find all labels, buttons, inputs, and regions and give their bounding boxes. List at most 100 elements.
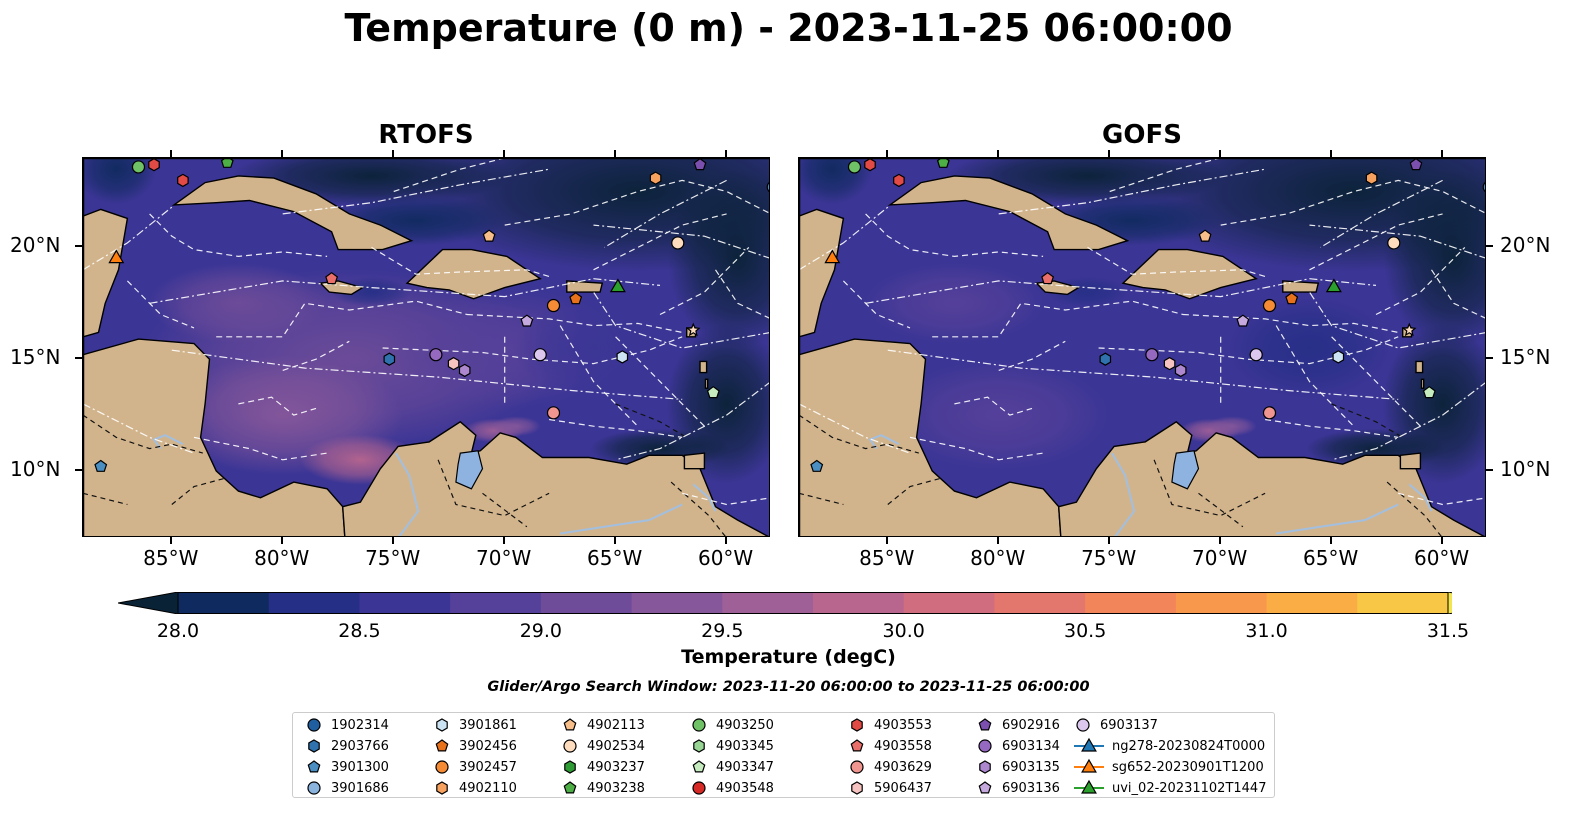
legend-label: uvi_02-20231102T1447 (1112, 780, 1267, 796)
float-marker (1145, 348, 1159, 362)
legend-item: 4903238 (561, 778, 645, 798)
float-marker (1482, 181, 1485, 193)
float-marker (1409, 158, 1423, 171)
float-marker (1236, 314, 1250, 327)
lon-tick-label: 65°W (587, 546, 643, 570)
legend-label: 4903548 (716, 780, 774, 796)
land-mass (1420, 378, 1425, 389)
legend-item: 3902456 (433, 736, 517, 756)
legend-item: 6902916 (976, 715, 1060, 735)
legend-label: 4903347 (716, 759, 774, 775)
legend-item: 4903558 (848, 736, 932, 756)
legend-label: 3901861 (459, 717, 517, 733)
legend-marker-icon (692, 760, 706, 773)
lat-tick-label: 10°N (1500, 456, 1551, 481)
gofs-map (798, 157, 1486, 537)
float-marker (1041, 271, 1055, 285)
colorbar-segment (813, 592, 905, 614)
float-marker (1163, 356, 1176, 371)
legend-marker-icon (692, 781, 706, 795)
legend-item: 4903548 (690, 778, 774, 798)
lon-tick-label: 85°W (143, 546, 199, 570)
legend-label: 4902110 (459, 780, 517, 796)
legend-marker-icon (435, 760, 449, 774)
legend-label: 1902314 (331, 717, 389, 733)
float-marker (810, 459, 824, 472)
legend-item: 4902110 (433, 778, 517, 798)
legend-item: 4903347 (690, 757, 774, 777)
lon-tick-label: 60°W (1413, 546, 1470, 570)
legend-item: 4903553 (848, 715, 932, 735)
float-marker (671, 236, 685, 250)
colorbar-segment (903, 592, 995, 614)
float-marker (131, 160, 146, 174)
legend-item: 5906437 (848, 778, 932, 798)
float-marker (325, 271, 339, 285)
lon-tick-label: 75°W (1081, 546, 1137, 570)
float-marker (1332, 350, 1345, 364)
colorbar-segment (722, 592, 814, 614)
float-marker (546, 406, 561, 420)
legend-marker-icon (563, 781, 577, 794)
colorbar-segment (994, 592, 1086, 614)
legend-marker-icon (1074, 779, 1104, 794)
float-marker (1365, 171, 1378, 185)
legend-item: 3901861 (433, 715, 517, 735)
legend-label: 4902534 (587, 738, 645, 754)
lon-tick-label: 60°W (697, 546, 754, 570)
legend-label: ng278-20230824T0000 (1112, 738, 1266, 754)
land-mass (1399, 452, 1422, 470)
colorbar-tick-label: 28.5 (338, 620, 381, 642)
legend-marker-icon (693, 739, 705, 753)
legend-marker-icon (308, 739, 320, 753)
land-mass (1282, 280, 1320, 293)
land-mass (566, 280, 604, 293)
colorbar-segment (631, 592, 723, 614)
legend-label: 4903250 (716, 717, 774, 733)
legend-label: 6903136 (1002, 780, 1060, 796)
legend: 1902314 2903766 3901300 3901686 3901861 39024… (292, 712, 1275, 798)
legend-item: 4903629 (848, 757, 932, 777)
legend-marker-icon (436, 781, 448, 795)
legend-item: 1902314 (305, 715, 389, 735)
float-marker (1402, 322, 1417, 337)
float-marker (220, 158, 234, 168)
float-marker (1262, 298, 1277, 313)
float-marker (108, 249, 125, 264)
legend-label: sg652-20230901T1200 (1112, 759, 1264, 775)
colorbar-tick-label: 29.5 (701, 620, 744, 642)
float-marker (824, 249, 841, 264)
legend-label: 4903238 (587, 780, 645, 796)
legend-item: 6903135 (976, 757, 1060, 777)
legend-item: 4903237 (561, 757, 645, 777)
legend-marker-icon (307, 781, 321, 795)
colorbar-segment (178, 592, 270, 614)
legend-marker-icon (563, 718, 577, 731)
legend-marker-icon (978, 718, 992, 731)
colorbar-tick-label: 28.0 (156, 620, 200, 642)
legend-label: 6903135 (1002, 759, 1060, 775)
legend-marker-icon (850, 760, 864, 774)
float-marker (649, 171, 662, 185)
gofs-map-canvas (799, 158, 1485, 536)
float-marker (847, 160, 862, 174)
legend-marker-icon (307, 760, 321, 773)
legend-label: 4903237 (587, 759, 645, 775)
legend-marker-icon (436, 718, 448, 732)
legend-label: 4903553 (874, 717, 932, 733)
legend-label: 5906437 (874, 780, 932, 796)
gofs-panel-title: GOFS (1102, 120, 1182, 150)
legend-item: 3901686 (305, 778, 389, 798)
land-mass (341, 420, 769, 536)
legend-label: 3901686 (331, 780, 389, 796)
colorbar-tick-label: 29.0 (519, 620, 562, 642)
legend-item: uvi_02-20231102T1447 (1074, 778, 1266, 798)
lon-tick-label: 80°W (970, 546, 1026, 570)
float-marker (766, 181, 769, 193)
float-marker (1249, 348, 1263, 362)
legend-item: 6903134 (976, 736, 1060, 756)
main-title: Temperature (0 m) - 2023-11-25 06:00:00 (344, 6, 1233, 50)
float-marker (482, 229, 496, 242)
legend-marker-icon (850, 739, 864, 752)
legend-label: 3902456 (459, 738, 517, 754)
